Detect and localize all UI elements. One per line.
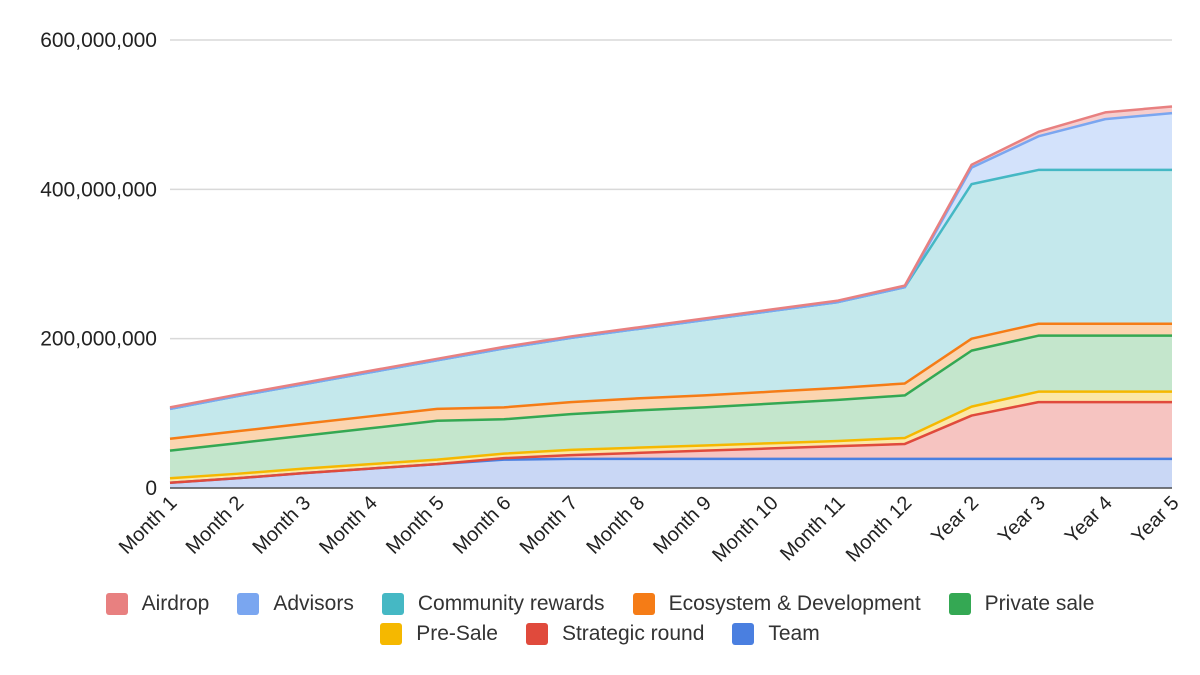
x-tick-label: Month 8 (582, 492, 649, 559)
legend-swatch (948, 593, 971, 615)
x-tick-label: Month 3 (248, 492, 315, 559)
line-strategic-round (169, 400, 1172, 485)
legend-swatch (632, 593, 655, 615)
legend-item-advisors[interactable]: Advisors (237, 592, 354, 616)
x-tick-label: Year 4 (1061, 492, 1117, 548)
x-tick-label: Month 2 (182, 492, 249, 559)
legend-item-private-sale[interactable]: Private sale (948, 592, 1095, 616)
legend-label: Airdrop (141, 592, 210, 615)
areas (170, 106, 1172, 488)
legend-label: Ecosystem & Development (668, 592, 921, 615)
x-tick-label: Month 4 (315, 492, 382, 559)
legend-swatch (237, 593, 260, 615)
stacked-area-chart: 0 200,000,000 400,000,000 600,000,000 Month… (40, 29, 1184, 567)
x-tick-label: Month 10 (708, 492, 783, 567)
legend-swatch (381, 593, 404, 615)
legend-swatch (732, 623, 755, 645)
legend-row-2: Pre-Sale Strategic round Team (0, 622, 1200, 646)
legend-swatch (380, 623, 403, 645)
x-tick-label: Month 7 (516, 492, 583, 559)
line-private-sale (169, 334, 1172, 452)
x-tick-label: Month 12 (842, 492, 917, 567)
legend-label: Advisors (273, 592, 354, 615)
x-tick-label: Month 9 (649, 492, 716, 559)
legend-label: Team (768, 622, 820, 645)
legend-swatch (105, 593, 128, 615)
legend-item-team[interactable]: Team (732, 622, 820, 646)
y-tick-label: 600,000,000 (40, 29, 157, 52)
x-axis-tick-labels: Month 1 Month 2 Month 3 Month 4 Month 5 Month… (115, 492, 1184, 567)
y-tick-label: 0 (145, 477, 157, 500)
x-tick-label: Month 1 (115, 492, 182, 559)
legend-row-1: Airdrop Advisors Community rewards Ecosyste… (0, 592, 1200, 616)
x-tick-label: Year 2 (927, 492, 983, 548)
legend-swatch (525, 623, 548, 645)
x-tick-label: Month 11 (776, 492, 849, 565)
legend-item-community-rewards[interactable]: Community rewards (381, 592, 605, 616)
legend-item-pre-sale[interactable]: Pre-Sale (380, 622, 498, 646)
y-tick-label: 400,000,000 (40, 178, 157, 201)
area-private-sale (170, 335, 1172, 479)
legend-label: Pre-Sale (416, 622, 498, 645)
line-ecosystem-and-development (169, 322, 1172, 440)
area-ecosystem-and-development (170, 323, 1172, 451)
area-pre-sale (170, 391, 1172, 483)
legend-label: Private sale (984, 592, 1095, 615)
area-advisors (170, 113, 1172, 409)
legend-label: Community rewards (417, 592, 605, 615)
line-pre-sale (169, 390, 1172, 480)
legend-item-strategic-round[interactable]: Strategic round (525, 622, 705, 646)
line-airdrop (169, 105, 1173, 409)
x-tick-label: Year 3 (994, 492, 1050, 548)
legend-label: Strategic round (561, 622, 705, 645)
x-tick-label: Month 6 (449, 492, 516, 559)
y-axis-tick-labels: 0 200,000,000 400,000,000 600,000,000 (40, 29, 157, 500)
y-tick-label: 200,000,000 (40, 328, 157, 351)
legend-item-ecosystem-and-development[interactable]: Ecosystem & Development (632, 592, 921, 616)
series-lines (169, 105, 1173, 489)
x-tick-label: Month 5 (382, 492, 449, 559)
legend-item-airdrop[interactable]: Airdrop (105, 592, 210, 616)
area-strategic-round (170, 402, 1172, 483)
line-advisors (169, 111, 1173, 411)
x-tick-label: Year 5 (1128, 492, 1184, 548)
